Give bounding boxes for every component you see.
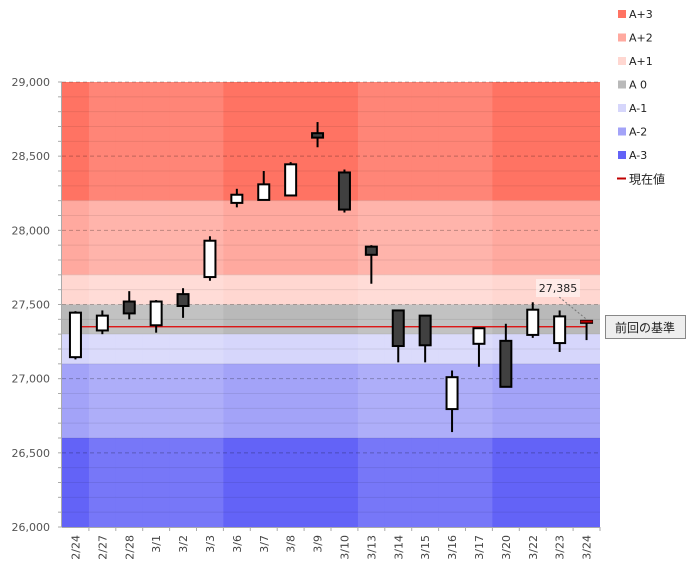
candle-down <box>122 300 136 315</box>
x-tick-label: 3/22 <box>527 535 540 560</box>
candle-down <box>176 293 190 307</box>
legend-current-label: 現在値 <box>629 172 665 187</box>
light-column <box>196 82 224 527</box>
light-column <box>88 82 116 527</box>
band-A-3 <box>62 438 600 527</box>
x-tick-label: 3/16 <box>446 535 459 560</box>
candle-down <box>364 245 378 256</box>
candle-down <box>337 171 351 211</box>
y-tick-label: 27,000 <box>12 373 51 386</box>
candle-up <box>553 315 567 345</box>
legend-swatch <box>618 57 626 65</box>
x-tick-label: 2/24 <box>69 535 82 560</box>
legend-label: A-2 <box>629 126 647 139</box>
legend-swatch <box>618 127 626 136</box>
legend-swatch <box>618 104 626 112</box>
candle-up <box>284 163 298 197</box>
candle-up <box>68 311 82 359</box>
light-column <box>357 82 385 527</box>
x-tick-label: 3/10 <box>338 535 351 560</box>
candle-up <box>203 239 217 279</box>
y-tick-label: 26,000 <box>12 521 51 534</box>
legend-label: A+3 <box>629 8 653 21</box>
x-tick-label: 3/15 <box>419 535 432 560</box>
x-tick-label: 3/20 <box>500 535 513 560</box>
light-column <box>465 82 493 527</box>
x-tick-label: 3/8 <box>285 535 298 553</box>
legend-swatch <box>618 151 626 159</box>
candle-down <box>391 309 405 348</box>
band-Ap2 <box>62 200 600 275</box>
x-tick-label: 3/3 <box>204 535 217 553</box>
legend-label: A 0 <box>629 79 647 92</box>
legend-label: A-1 <box>629 102 647 115</box>
candle-up <box>445 376 459 411</box>
x-tick-label: 3/14 <box>392 535 405 560</box>
light-column <box>438 82 466 527</box>
x-tick-label: 3/7 <box>258 535 271 553</box>
candle-up <box>472 327 486 345</box>
x-tick-label: 3/2 <box>177 535 190 553</box>
x-tick-label: 3/1 <box>150 535 163 553</box>
y-tick-label: 28,500 <box>12 150 51 163</box>
x-tick-label: 3/23 <box>554 535 567 560</box>
candle-down <box>418 314 432 347</box>
x-tick-label: 2/28 <box>123 535 136 560</box>
legend-label: A+1 <box>629 55 653 68</box>
candle-up <box>149 300 163 327</box>
band-Ap1 <box>62 274 600 305</box>
y-tick-label: 26,500 <box>12 447 51 460</box>
candle-up <box>257 183 271 201</box>
x-tick-label: 2/27 <box>96 535 109 560</box>
legend-swatch <box>618 10 626 18</box>
legend-swatch <box>618 80 626 89</box>
candle-up <box>230 193 244 204</box>
light-column <box>384 82 412 527</box>
candle-down <box>311 132 325 139</box>
x-tick-label: 3/24 <box>581 535 594 560</box>
x-tick-label: 3/9 <box>312 535 325 553</box>
callout-box <box>536 279 580 297</box>
candle-up <box>526 308 540 336</box>
callout-leader <box>557 295 586 319</box>
x-tick-label: 3/17 <box>473 535 486 560</box>
legend-label: A-3 <box>629 149 647 162</box>
legend-label: A+2 <box>629 32 653 45</box>
candle-down <box>499 339 513 388</box>
x-tick-label: 3/13 <box>365 535 378 560</box>
legend-swatch <box>618 33 626 42</box>
y-tick-label: 27,500 <box>12 299 51 312</box>
reference-annotation-label: 前回の基準 <box>615 320 675 335</box>
band-Ap3 <box>62 82 600 201</box>
candle-up <box>95 314 109 332</box>
reference-annotation-box <box>605 315 686 339</box>
x-tick-label: 3/6 <box>231 535 244 553</box>
light-column <box>411 82 439 527</box>
y-tick-label: 29,000 <box>12 76 51 89</box>
current-value-label: 27,385 <box>539 282 578 295</box>
y-tick-label: 28,000 <box>12 224 51 237</box>
